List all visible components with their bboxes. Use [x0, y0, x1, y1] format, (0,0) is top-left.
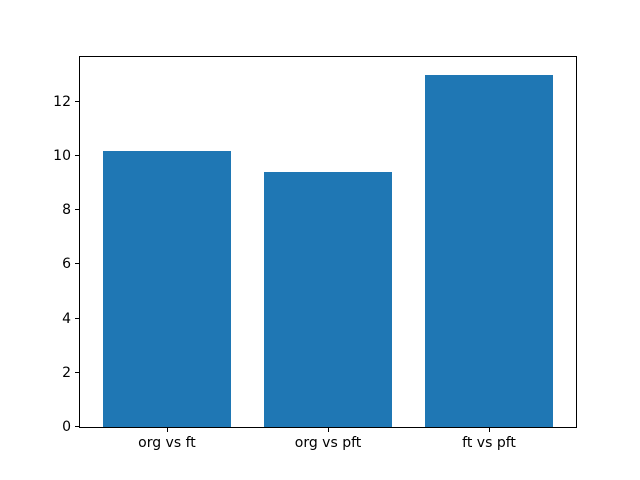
y-tick-mark — [75, 263, 79, 265]
y-tick-mark — [75, 371, 79, 373]
bar-org-vs-pft — [263, 172, 393, 427]
y-tick-label: 10 — [53, 147, 71, 164]
x-tick-mark — [166, 428, 168, 432]
y-tick-label: 4 — [62, 310, 71, 327]
x-tick-mark — [489, 428, 491, 432]
y-tick-mark — [75, 100, 79, 102]
bar-org-vs-ft — [102, 150, 232, 427]
y-tick-label: 6 — [62, 256, 71, 273]
plot-area — [79, 56, 577, 428]
y-tick-mark — [75, 154, 79, 156]
x-tick-label: org vs pft — [294, 435, 362, 451]
y-tick-label: 8 — [62, 202, 71, 219]
y-tick-label: 2 — [62, 364, 71, 381]
y-tick-mark — [75, 317, 79, 319]
x-tick-mark — [328, 428, 329, 432]
x-tick-label: ft vs pft — [462, 435, 516, 451]
bar-ft-vs-pft — [424, 74, 554, 427]
x-tick-label: org vs ft — [138, 435, 196, 451]
y-tick-mark — [75, 426, 79, 427]
y-tick-mark — [75, 209, 79, 211]
y-tick-label: 12 — [53, 93, 71, 110]
y-tick-label: 0 — [62, 419, 71, 435]
